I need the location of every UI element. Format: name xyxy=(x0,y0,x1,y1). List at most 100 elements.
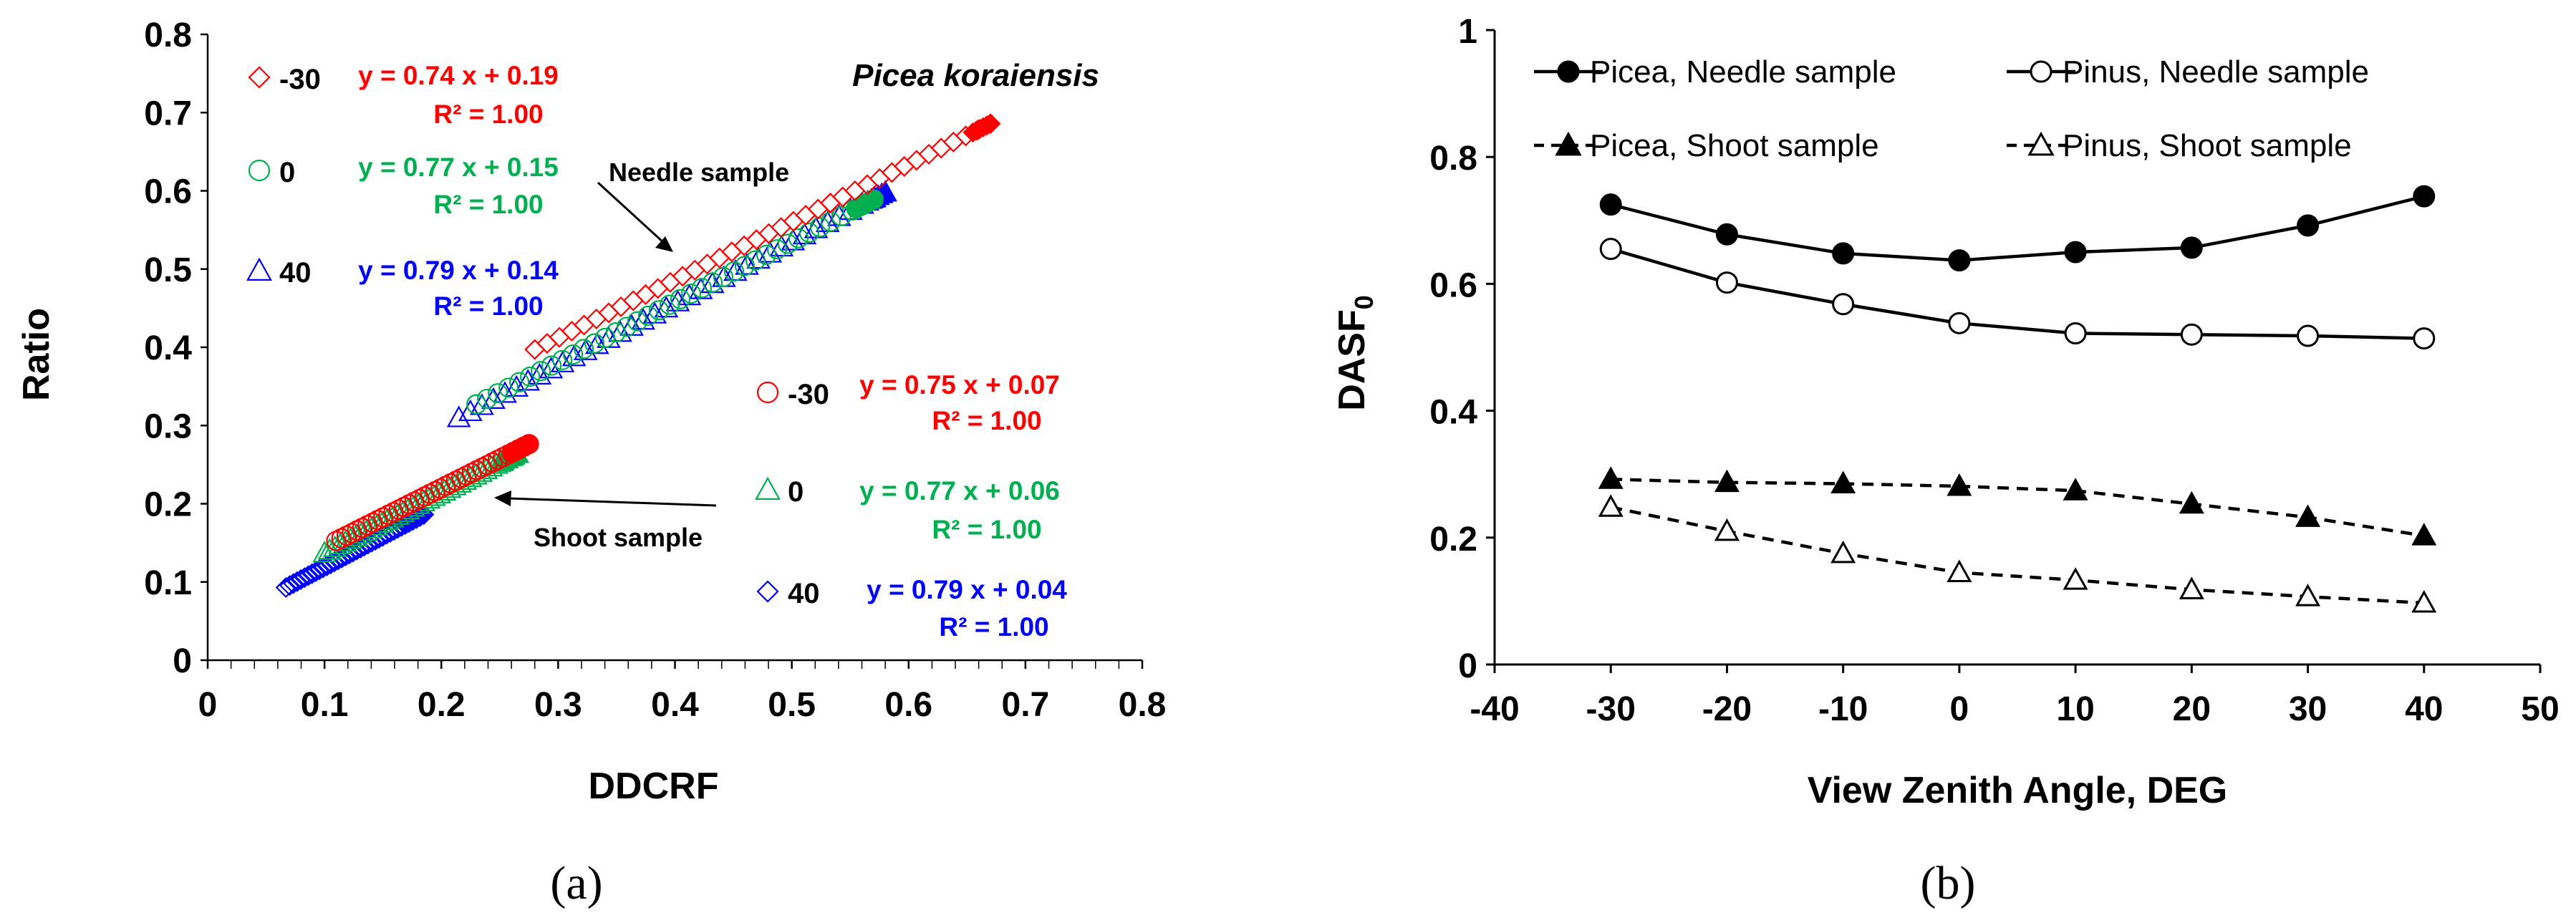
data-point xyxy=(1948,311,1971,334)
legend-marker xyxy=(246,257,272,281)
data-point xyxy=(769,234,794,257)
data-point xyxy=(573,314,595,336)
r-squared-label: R² = 1.00 xyxy=(939,612,1048,642)
legend-label: -30 xyxy=(788,379,829,410)
x-tick-label: 0.1 xyxy=(301,686,349,724)
data-point xyxy=(541,355,562,376)
panel-label-b: (b) xyxy=(1921,857,1976,909)
legend-marker xyxy=(756,580,779,603)
data-point xyxy=(809,217,830,238)
panel-b-line-chart: 0 0.2 0.4 0.6 0.8 1 -40 -30 -20 -10 0 10 20 30 40 50 Vi… xyxy=(1331,13,2560,811)
x-axis-title: DDCRF xyxy=(589,765,719,807)
data-point xyxy=(2295,504,2321,527)
data-point xyxy=(331,547,352,569)
x-tick-label: 50 xyxy=(2521,690,2559,728)
data-point xyxy=(799,222,819,243)
data-point xyxy=(309,559,330,581)
data-point xyxy=(788,228,809,248)
x-tick-label: -30 xyxy=(1586,690,1636,728)
data-point xyxy=(320,553,342,574)
series-picea-needle-sample xyxy=(1599,185,2436,272)
data-point xyxy=(1714,518,1740,541)
equation-label: y = 0.79 x + 0.04 xyxy=(867,575,1067,604)
r-squared-label: R² = 1.00 xyxy=(932,406,1041,435)
x-tick-label: -10 xyxy=(1818,690,1868,728)
data-point xyxy=(670,289,691,309)
data-point xyxy=(635,284,657,305)
x-tick-label: 0 xyxy=(1950,690,1969,728)
equation-label: y = 0.77 x + 0.15 xyxy=(358,153,559,182)
equation-label: y = 0.77 x + 0.06 xyxy=(859,476,1060,506)
data-point xyxy=(552,349,573,370)
x-tick-label: -20 xyxy=(1702,690,1752,728)
data-point xyxy=(648,300,670,321)
data-point xyxy=(696,253,718,275)
data-point xyxy=(302,563,323,584)
data-point xyxy=(527,362,552,385)
data-point xyxy=(1598,494,1624,517)
x-tick-label: 0.4 xyxy=(651,686,699,724)
data-point xyxy=(647,278,669,299)
data-point xyxy=(2180,236,2203,259)
data-point xyxy=(586,308,607,330)
x-tick-label: -40 xyxy=(1470,690,1519,728)
data-point xyxy=(672,266,693,287)
data-point xyxy=(777,233,798,254)
annotation-needle: Needle sample xyxy=(609,158,789,187)
data-point xyxy=(294,567,315,589)
data-point xyxy=(2179,491,2204,514)
y-axis-title: DASF0 xyxy=(1331,295,1379,411)
chart-title: Picea koraiensis xyxy=(852,58,1099,93)
legend-marker xyxy=(755,476,781,500)
data-point xyxy=(357,533,379,555)
legend-item: Pinus, Shoot sample xyxy=(2007,128,2352,163)
y-tick-label: 0 xyxy=(1458,647,1477,685)
y-tick-label: 0.4 xyxy=(1429,394,1477,432)
series-line xyxy=(1610,506,2424,605)
data-point xyxy=(549,327,570,348)
data-point xyxy=(963,122,983,142)
data-point xyxy=(1599,193,1622,216)
data-point xyxy=(616,316,637,337)
y-tick-label: 0.4 xyxy=(144,329,192,367)
data-point xyxy=(766,239,788,260)
y-tick-label: 1 xyxy=(1458,13,1477,51)
data-point xyxy=(1714,469,1740,493)
data-point xyxy=(1947,473,1972,496)
equation-label: y = 0.75 x + 0.07 xyxy=(859,370,1060,400)
data-point xyxy=(2063,478,2088,501)
data-point xyxy=(702,272,723,293)
data-point xyxy=(561,320,582,342)
x-tick-label: 0.2 xyxy=(418,686,465,724)
data-point xyxy=(481,387,506,410)
legend-marker xyxy=(1557,60,1580,83)
data-point xyxy=(458,399,483,422)
data-point xyxy=(756,244,777,266)
data-point xyxy=(2413,327,2436,350)
data-point xyxy=(470,393,494,415)
data-point xyxy=(659,294,680,315)
data-point xyxy=(316,555,338,576)
data-point xyxy=(2063,567,2088,590)
annotation-arrow xyxy=(508,497,717,507)
x-tick-label: 20 xyxy=(2173,690,2211,728)
y-tick-label: 0.1 xyxy=(144,564,192,602)
legend-item: Pinus, Needle sample xyxy=(2007,54,2369,90)
data-point xyxy=(372,526,394,547)
y-tick-label: 0.7 xyxy=(144,95,192,132)
annotation-arrow xyxy=(597,181,666,245)
data-point xyxy=(894,155,915,177)
data-point xyxy=(906,150,927,171)
data-point xyxy=(290,569,312,591)
data-point xyxy=(1715,271,1738,294)
data-point xyxy=(493,381,517,403)
data-point xyxy=(2179,576,2204,599)
x-axis-title: View Zenith Angle, DEG xyxy=(1808,770,2228,811)
r-squared-label: R² = 1.00 xyxy=(433,190,543,219)
arrow-head xyxy=(655,236,673,252)
x-tick-label: 10 xyxy=(2056,690,2094,728)
annotation-shoot: Shoot sample xyxy=(534,523,703,552)
data-point xyxy=(516,369,541,391)
x-tick-label: 0.7 xyxy=(1002,686,1050,724)
y-tick-label: 0 xyxy=(173,642,192,680)
